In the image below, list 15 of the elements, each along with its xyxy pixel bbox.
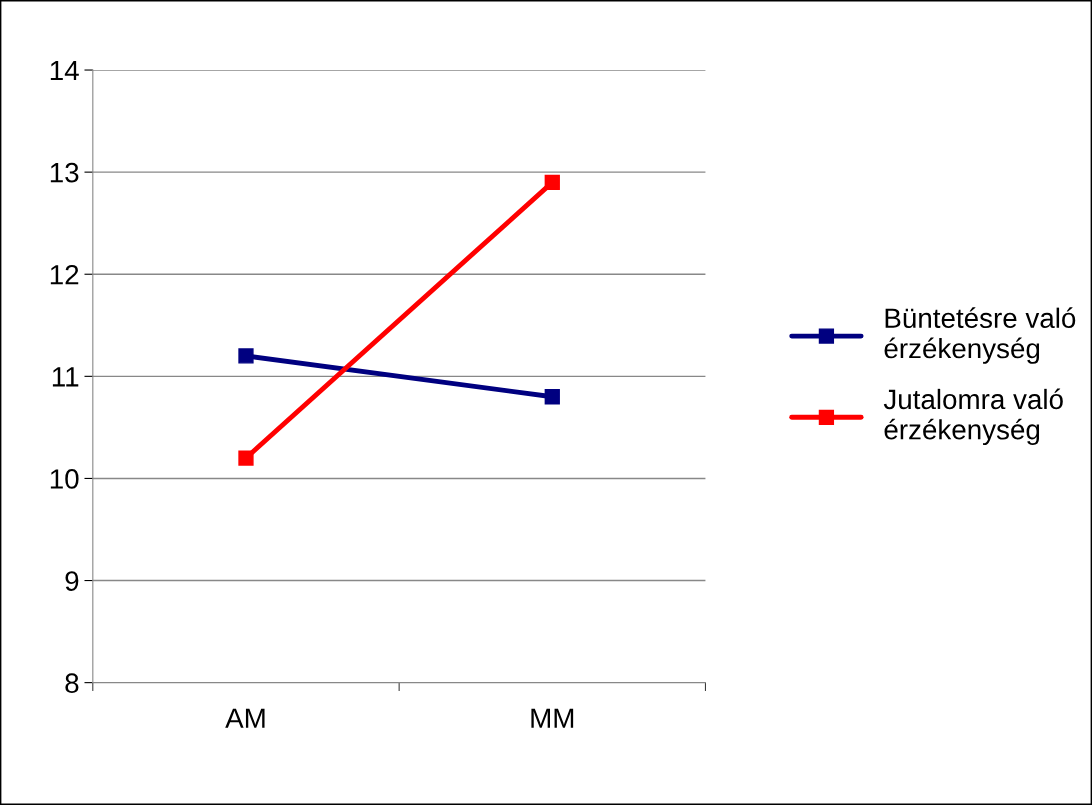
point	[544, 174, 560, 190]
legend-label: Jutalomra való érzékenység	[883, 388, 1063, 446]
y-tick-label: 12	[50, 264, 79, 285]
y-tick-label: 11	[52, 367, 79, 387]
y-tick-label: 14	[50, 60, 79, 81]
x-tick-label: MM	[531, 708, 574, 728]
legend-label: Büntetésre való érzékenység	[884, 307, 1076, 364]
y-tick-label: 9	[65, 571, 79, 591]
point	[238, 450, 254, 466]
y-tick-label: 13	[50, 162, 79, 183]
point	[544, 389, 560, 405]
x-tick-label: AM	[225, 708, 265, 728]
y-tick-label: 8	[65, 673, 79, 693]
y-tick-label: 10	[50, 469, 79, 489]
point	[238, 348, 254, 364]
